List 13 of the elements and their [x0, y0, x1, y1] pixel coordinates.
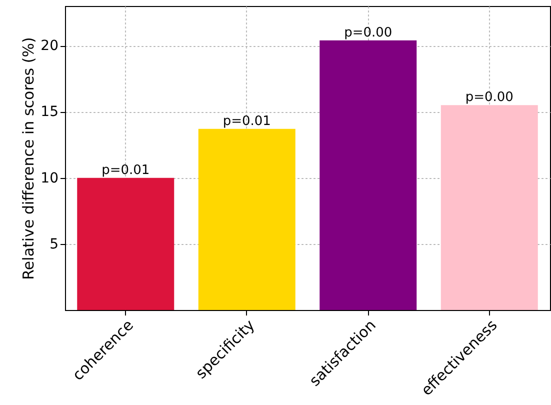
y-axis-title: Relative difference in scores (%): [20, 37, 38, 280]
bar: [320, 40, 417, 310]
y-tick-label: 10: [40, 170, 58, 186]
bar: [440, 105, 538, 310]
y-tick-label: 20: [40, 38, 58, 54]
y-tick-label: 5: [50, 236, 58, 252]
annotation: p=0.01: [102, 162, 150, 178]
bar: [198, 128, 296, 310]
annotation: p=0.00: [344, 25, 392, 40]
y-tick-label: 15: [40, 104, 58, 120]
annotation: p=0.01: [222, 114, 271, 129]
annotation: p=0.00: [465, 90, 514, 106]
bar: [77, 178, 174, 310]
